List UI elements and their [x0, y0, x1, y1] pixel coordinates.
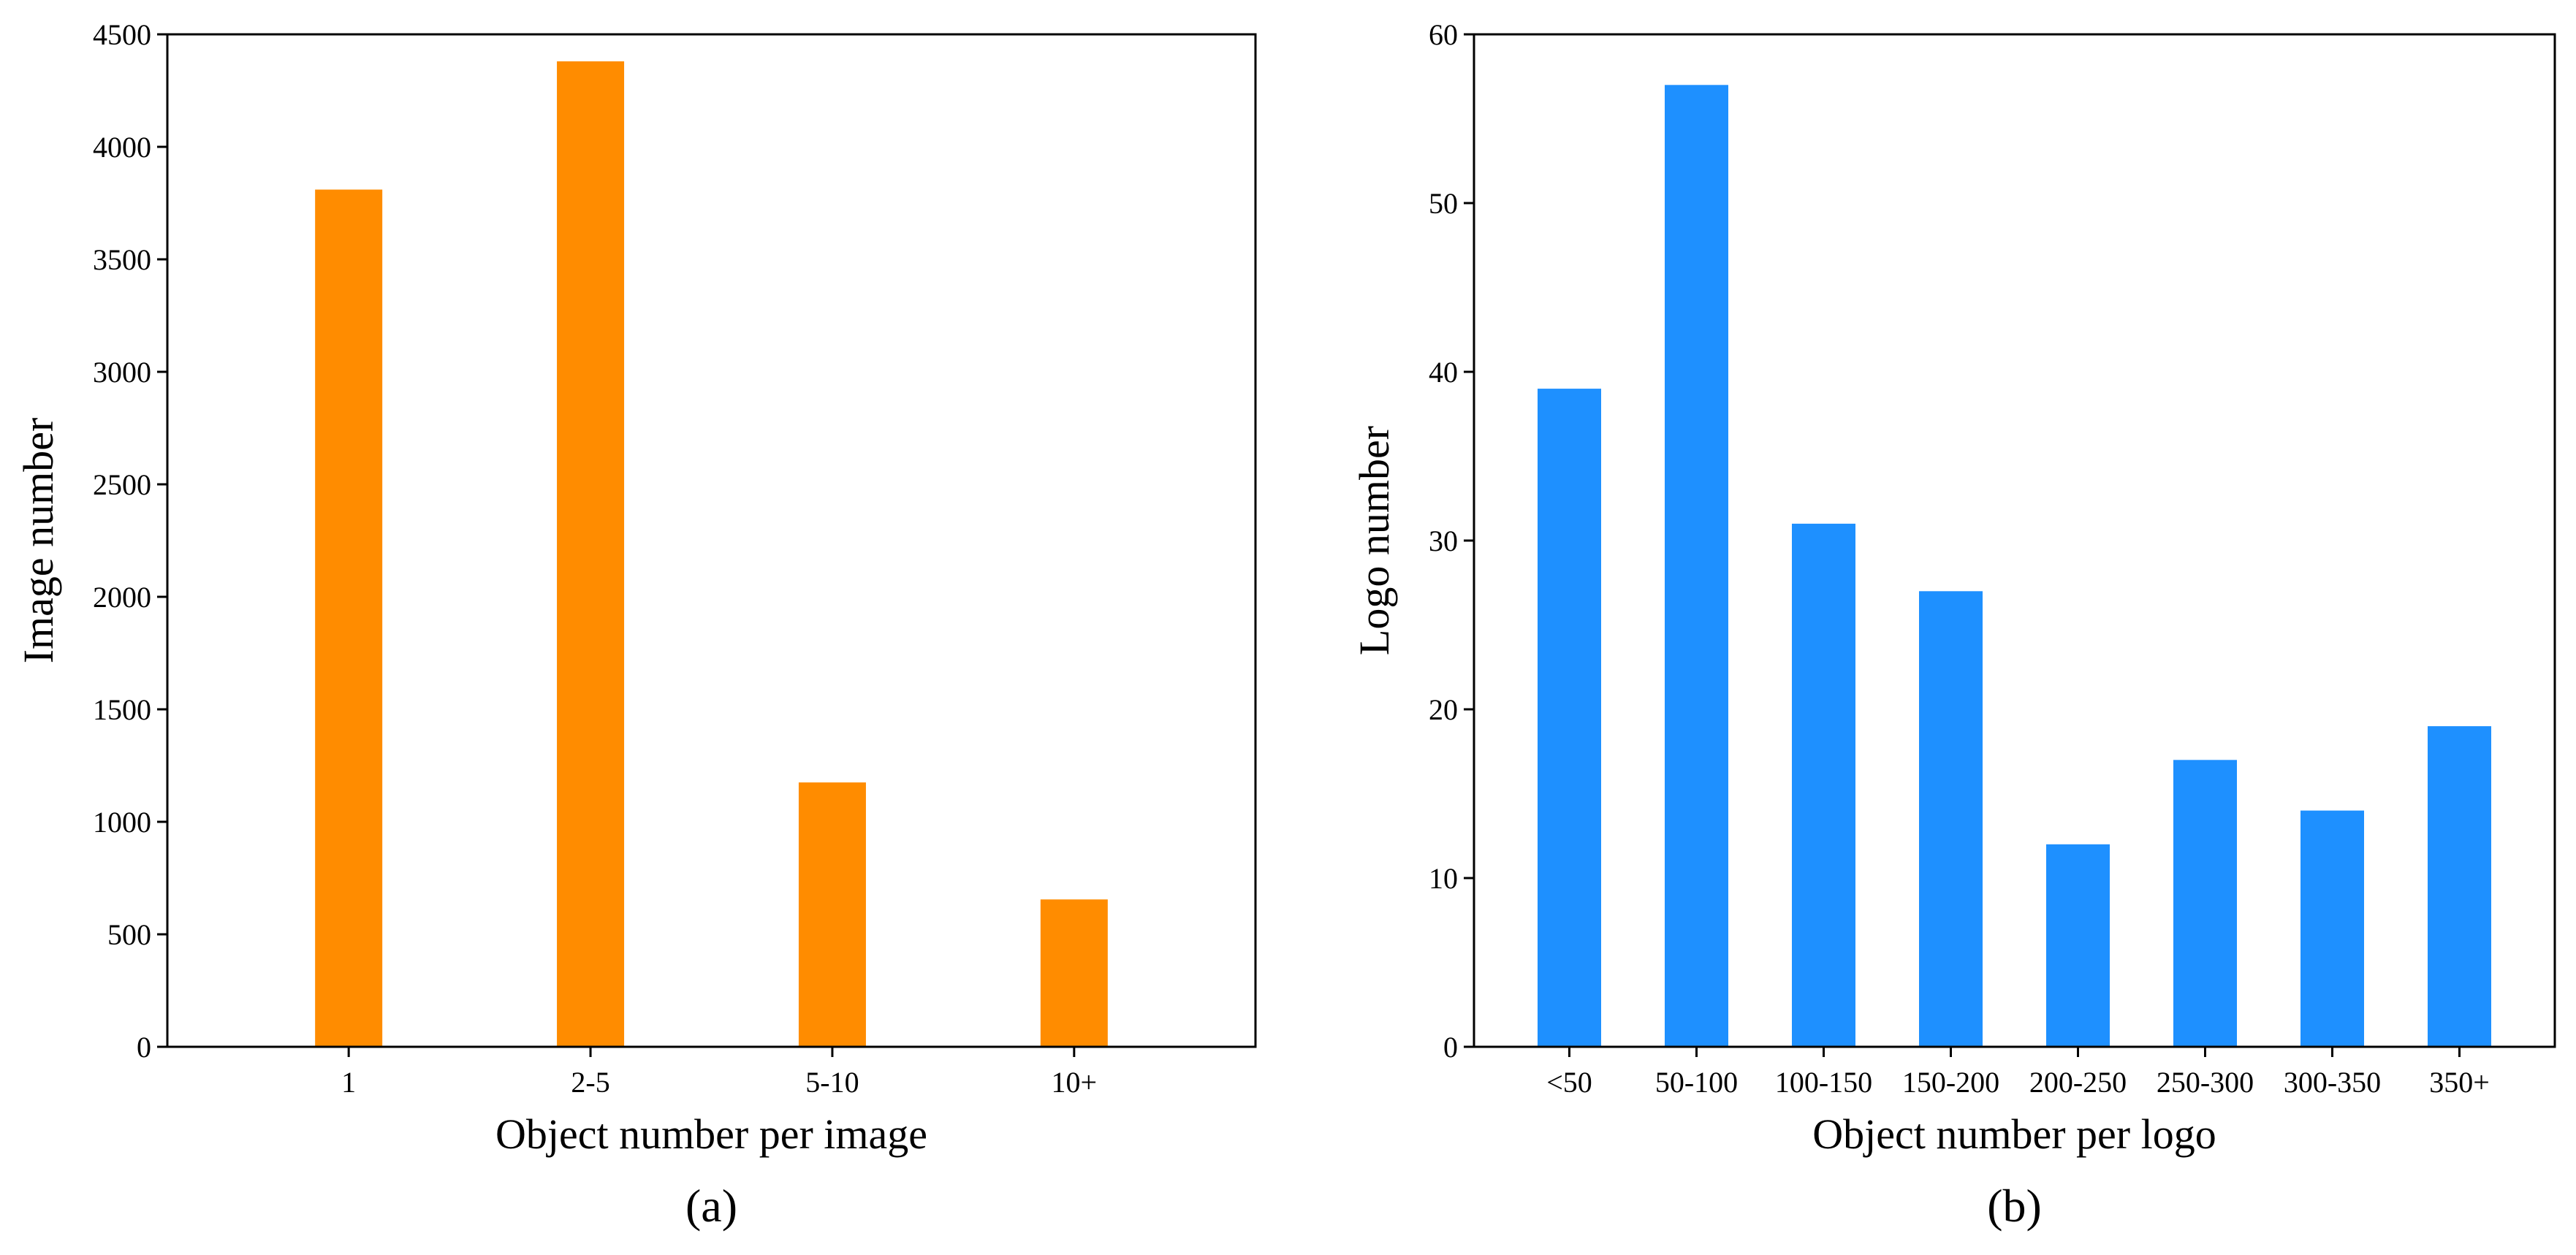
chart-a-y-tick-label-8: 4000 [93, 131, 151, 164]
chart-b-x-tick-label-5: 250-300 [2157, 1066, 2254, 1099]
chart-b: 0 10 20 30 40 50 60 <50 50-100 100-150 150-200 200… [1350, 18, 2556, 1232]
chart-b-y-ticks: 0 10 20 30 40 50 60 [1429, 18, 1474, 1064]
chart-a-y-tick-label-3: 1500 [93, 693, 151, 726]
chart-a-y-tick-label-4: 2000 [93, 581, 151, 614]
chart-b-bars [1538, 85, 2491, 1047]
chart-b-x-tick-label-1: 50-100 [1655, 1066, 1738, 1099]
chart-b-x-tick-label-7: 350+ [2429, 1066, 2490, 1099]
chart-a-x-tick-label-1: 2-5 [571, 1066, 609, 1099]
chart-b-bar-1 [1665, 85, 1728, 1047]
chart-a-y-ticks: 0 500 1000 1500 2000 2500 3000 3500 4000 4500 [93, 18, 167, 1064]
chart-a-x-tick-label-0: 1 [341, 1066, 356, 1099]
chart-b-y-tick-label-3: 30 [1429, 524, 1458, 557]
chart-b-bar-2 [1792, 523, 1855, 1047]
chart-b-y-tick-label-4: 40 [1429, 356, 1458, 389]
chart-b-y-tick-label-6: 60 [1429, 18, 1458, 51]
chart-b-bar-5 [2173, 760, 2237, 1047]
chart-b-y-tick-label-5: 50 [1429, 187, 1458, 220]
chart-a-x-axis-label: Object number per image [495, 1110, 927, 1158]
chart-a-bars [315, 61, 1108, 1048]
chart-a-x-tick-label-2: 5-10 [805, 1066, 859, 1099]
chart-a-x-ticks: 1 2-5 5-10 10+ [341, 1047, 1097, 1099]
chart-a-y-axis-label: Image number [15, 418, 62, 664]
chart-a-y-tick-label-1: 500 [107, 918, 151, 951]
chart-a-y-tick-label-0: 0 [137, 1031, 151, 1064]
chart-b-panel-label: (b) [1987, 1180, 2042, 1232]
chart-b-bar-4 [2046, 844, 2110, 1047]
chart-a-bar-0 [315, 189, 383, 1047]
chart-b-y-tick-label-0: 0 [1443, 1031, 1458, 1064]
chart-a: 0 500 1000 1500 2000 2500 3000 3500 4000 4500 1 2-… [15, 18, 1257, 1232]
chart-b-x-tick-label-3: 150-200 [1902, 1066, 1999, 1099]
chart-a-y-tick-label-6: 3000 [93, 356, 151, 389]
chart-a-bar-3 [1040, 899, 1108, 1047]
chart-b-plot-frame [1473, 33, 2556, 1048]
chart-a-y-tick-label-9: 4500 [93, 18, 151, 51]
chart-b-bar-6 [2300, 810, 2364, 1047]
chart-a-bar-2 [798, 782, 866, 1047]
chart-a-y-tick-label-5: 2500 [93, 468, 151, 501]
chart-b-bar-3 [1919, 591, 1983, 1047]
chart-b-y-axis-label: Logo number [1350, 426, 1398, 655]
chart-a-panel-label: (a) [685, 1180, 737, 1232]
chart-a-plot-frame [166, 33, 1257, 1048]
chart-b-x-axis-label: Object number per logo [1812, 1110, 2216, 1158]
chart-b-x-ticks: <50 50-100 100-150 150-200 200-250 250-300 300… [1546, 1047, 2490, 1099]
chart-a-bar-1 [557, 61, 625, 1048]
chart-b-bar-0 [1538, 389, 1601, 1047]
chart-b-x-tick-label-2: 100-150 [1775, 1066, 1872, 1099]
chart-b-x-tick-label-6: 300-350 [2284, 1066, 2381, 1099]
chart-a-x-tick-label-3: 10+ [1052, 1066, 1098, 1099]
chart-b-y-tick-label-2: 20 [1429, 693, 1458, 726]
chart-b-bar-7 [2428, 726, 2491, 1047]
chart-b-x-tick-label-4: 200-250 [2029, 1066, 2127, 1099]
chart-a-y-tick-label-7: 3500 [93, 243, 151, 276]
chart-b-x-tick-label-0: <50 [1546, 1066, 1592, 1099]
chart-a-y-tick-label-2: 1000 [93, 806, 151, 839]
chart-b-y-tick-label-1: 10 [1429, 862, 1458, 895]
